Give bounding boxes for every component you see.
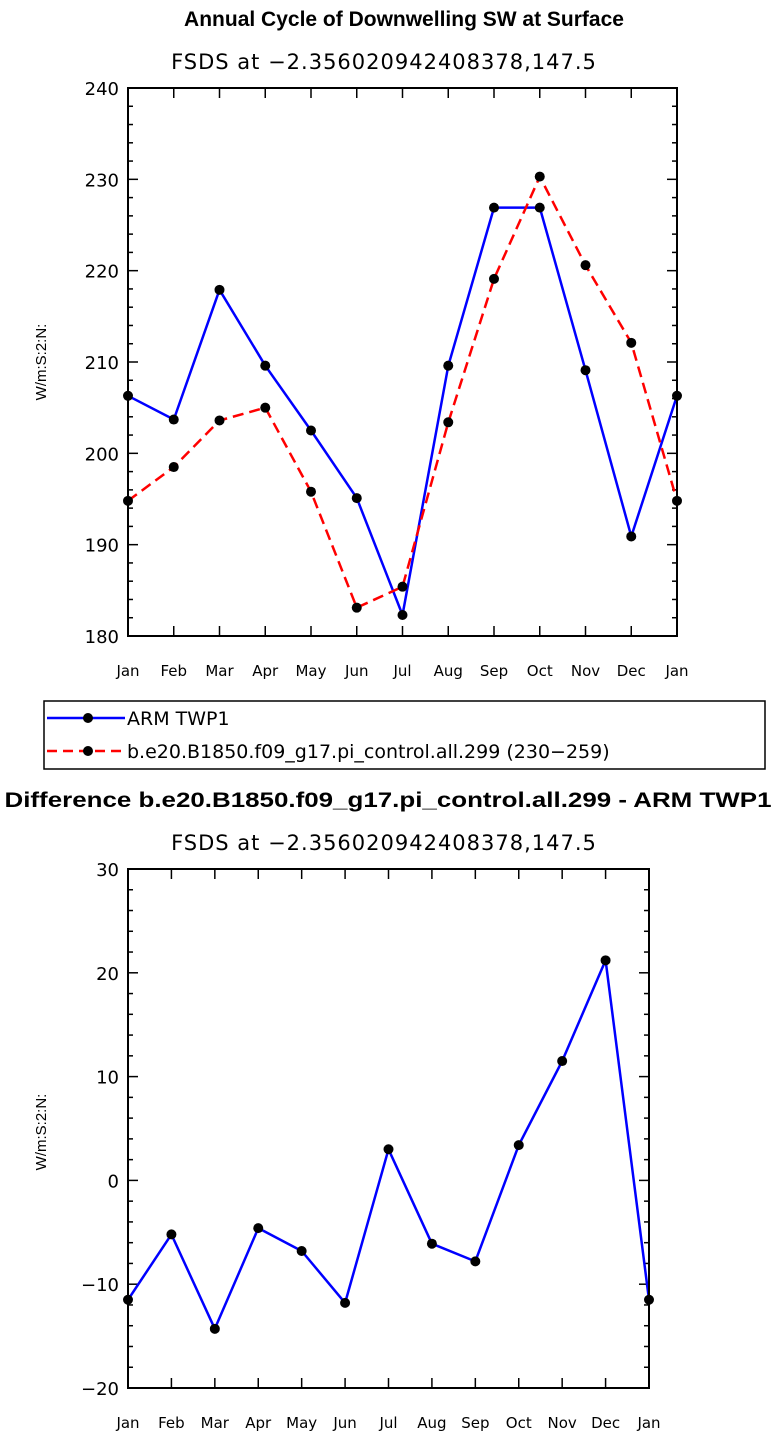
c1-series-2-point: [351, 602, 362, 613]
c2-x-tick-label: Jan: [115, 1414, 139, 1432]
c2-y-tick-label: 0: [108, 1171, 119, 1192]
c1-x-tick-label: Apr: [252, 662, 279, 680]
c1-x-tick-label: May: [295, 662, 326, 680]
chart1-plot-frame: [127, 87, 678, 637]
c1-x-tick-label: Aug: [434, 662, 463, 680]
c1-series-1-point: [260, 360, 271, 371]
c2-y-tick-label: 30: [96, 860, 119, 881]
legend-label-arm: ARM TWP1: [127, 708, 230, 730]
c1-x-tick-label: Nov: [571, 662, 600, 680]
c2-series-1-point: [557, 1056, 568, 1067]
c1-x-tick-label: Dec: [617, 662, 646, 680]
c1-series-1-point: [580, 365, 591, 376]
c2-x-tick-label: Mar: [201, 1414, 230, 1432]
c1-series-1-point: [397, 609, 408, 620]
c1-x-tick-label: Feb: [160, 662, 187, 680]
chart1-subtitle: FSDS at −2.356020942408378,147.5: [171, 50, 597, 74]
c1-series-2-point: [260, 402, 271, 413]
c2-series-1-point: [383, 1144, 394, 1155]
c2-y-tick-label: −10: [81, 1275, 119, 1296]
c2-x-tick-label: Apr: [245, 1414, 272, 1432]
annual-cycle-chart: Annual Cycle of Downwelling SW at Surfac…: [33, 8, 689, 680]
c1-x-tick-label: Jan: [664, 662, 688, 680]
legend-box: [43, 700, 766, 770]
c1-x-tick-label: Jun: [344, 662, 368, 680]
chart1-title: Annual Cycle of Downwelling SW at Surfac…: [184, 8, 624, 31]
c1-series-2-point: [397, 581, 408, 592]
c1-series-2-point: [443, 417, 454, 428]
c2-x-tick-label: Oct: [506, 1414, 532, 1432]
chart1-y-axis-label: W/m:S:2:N:: [33, 324, 50, 401]
c2-series-1-point: [166, 1229, 177, 1240]
c2-x-tick-label: Sep: [461, 1414, 489, 1432]
c2-x-tick-label: Feb: [158, 1414, 185, 1432]
c1-y-tick-label: 240: [85, 79, 119, 100]
c2-x-tick-label: Aug: [417, 1414, 446, 1432]
legend-label-model: b.e20.B1850.f09_g17.pi_control.all.299 (…: [127, 741, 610, 763]
c1-series-2-point: [306, 486, 316, 497]
c1-series-2-point: [626, 337, 637, 348]
c1-series-2-point: [580, 260, 591, 271]
c1-y-tick-label: 210: [85, 353, 119, 374]
c2-series-1-point: [513, 1140, 524, 1151]
c1-y-tick-label: 230: [85, 170, 119, 191]
c1-series-2-point: [489, 273, 499, 284]
c1-series-2-point: [214, 415, 225, 426]
c2-x-tick-label: Jun: [332, 1414, 356, 1432]
c2-series-1-point: [340, 1297, 351, 1308]
c2-series-1-point: [253, 1223, 264, 1234]
c2-series-1-point: [296, 1245, 307, 1256]
c1-series-line-1: [127, 206, 679, 617]
c2-x-tick-label: Nov: [548, 1414, 577, 1432]
c1-series-1-point: [626, 531, 637, 542]
c1-series-1-point: [443, 360, 454, 371]
legend-marker-arm: [83, 713, 93, 723]
c1-series-1-point: [489, 202, 499, 213]
c1-y-tick-label: 190: [85, 536, 119, 557]
c2-series-1-point: [209, 1323, 220, 1334]
chart2-plot-frame: [127, 868, 650, 1389]
c1-y-tick-label: 180: [85, 627, 119, 648]
c1-x-tick-label: Oct: [527, 662, 553, 680]
c2-series-1-point: [426, 1238, 437, 1249]
chart2-y-axis-label: W/m:S:2:N:: [33, 1094, 50, 1171]
c2-y-tick-label: −20: [81, 1379, 119, 1400]
difference-chart: Difference b.e20.B1850.f09_g17.pi_contro…: [5, 789, 772, 1432]
c2-x-tick-label: Dec: [591, 1414, 620, 1432]
c2-series-1-point: [600, 955, 611, 966]
c1-series-1-point: [351, 493, 362, 504]
c2-x-tick-label: Jul: [378, 1414, 397, 1432]
c1-series-1-point: [168, 414, 179, 425]
c2-series-1-point: [470, 1256, 481, 1267]
c1-series-2-point: [168, 462, 179, 473]
c1-x-tick-label: Jan: [115, 662, 139, 680]
c1-series-line-2: [127, 175, 679, 609]
c1-x-tick-label: Mar: [205, 662, 234, 680]
chart2-subtitle: FSDS at −2.356020942408378,147.5: [171, 831, 597, 855]
c1-y-tick-label: 220: [85, 262, 119, 283]
c1-series-1-point: [534, 202, 545, 213]
c1-y-tick-label: 200: [85, 444, 119, 465]
c2-x-tick-label: May: [286, 1414, 317, 1432]
c1-x-tick-label: Jul: [392, 662, 411, 680]
chart2-title: Difference b.e20.B1850.f09_g17.pi_contro…: [5, 789, 772, 812]
c1-x-tick-label: Sep: [480, 662, 508, 680]
c2-y-tick-label: 20: [96, 964, 119, 985]
c2-x-tick-label: Jan: [636, 1414, 660, 1432]
legend: ARM TWP1 b.e20.B1850.f09_g17.pi_control.…: [43, 700, 766, 770]
c2-y-tick-label: 10: [96, 1068, 119, 1089]
c1-series-1-point: [214, 284, 225, 295]
c1-series-1-point: [306, 425, 316, 436]
legend-marker-model: [83, 746, 93, 756]
c1-series-2-point: [534, 171, 545, 182]
